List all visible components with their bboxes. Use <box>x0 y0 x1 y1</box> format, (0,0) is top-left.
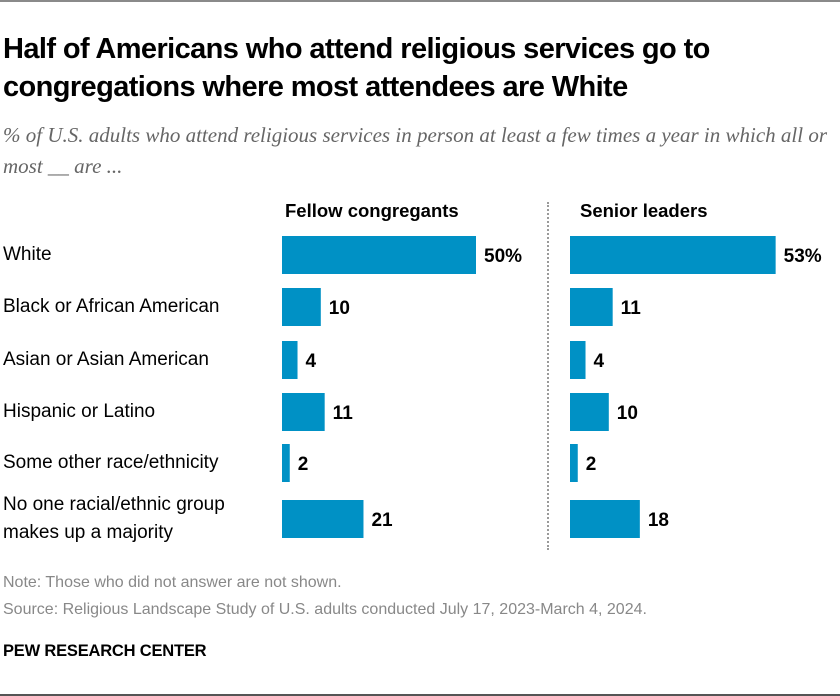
category-label: White <box>3 244 52 265</box>
category-label: Asian or Asian American <box>3 349 209 370</box>
chart-subtitle: % of U.S. adults who attend religious se… <box>3 123 827 178</box>
bar-senior-leaders <box>570 393 609 431</box>
bar-senior-leaders <box>570 500 640 538</box>
category-label: makes up a majority <box>3 522 174 543</box>
bar-fellow-congregants <box>282 393 325 431</box>
category-label: No one racial/ethnic group <box>3 494 225 515</box>
bar-fellow-congregants <box>282 444 290 482</box>
note-text: Note: Those who did not answer are not s… <box>3 574 342 591</box>
top-rule <box>0 0 840 2</box>
bar-fellow-congregants <box>282 288 321 326</box>
bar-senior-leaders <box>570 341 586 379</box>
data-label: 2 <box>586 454 597 475</box>
data-label: 4 <box>306 351 317 372</box>
data-label: 11 <box>333 403 354 424</box>
data-label: 2 <box>298 454 309 475</box>
data-label: 53% <box>784 246 822 267</box>
data-label: 10 <box>617 403 638 424</box>
category-label: Black or African American <box>3 296 220 317</box>
data-label: 18 <box>648 510 669 531</box>
bar-fellow-congregants <box>282 500 364 538</box>
data-label: 50% <box>484 246 522 267</box>
source-text: Source: Religious Landscape Study of U.S… <box>3 601 647 618</box>
bar-senior-leaders <box>570 288 613 326</box>
data-label: 11 <box>621 298 642 319</box>
data-label: 10 <box>329 298 350 319</box>
bar-fellow-congregants <box>282 236 476 274</box>
data-label: 21 <box>371 510 393 531</box>
category-label: Some other race/ethnicity <box>3 452 219 473</box>
bar-fellow-congregants <box>282 341 298 379</box>
bottom-rule <box>0 694 840 696</box>
panel-header-fellow-congregants: Fellow congregants <box>285 200 459 221</box>
pew-brand-logo: PEW RESEARCH CENTER <box>3 642 207 660</box>
bar-senior-leaders <box>570 236 776 274</box>
data-label: 4 <box>594 351 605 372</box>
panel-header-senior-leaders: Senior leaders <box>580 200 708 221</box>
panel-divider <box>547 202 549 550</box>
category-label: Hispanic or Latino <box>3 401 156 422</box>
chart-title: Half of Americans who attend religious s… <box>3 33 710 103</box>
bar-senior-leaders <box>570 444 578 482</box>
